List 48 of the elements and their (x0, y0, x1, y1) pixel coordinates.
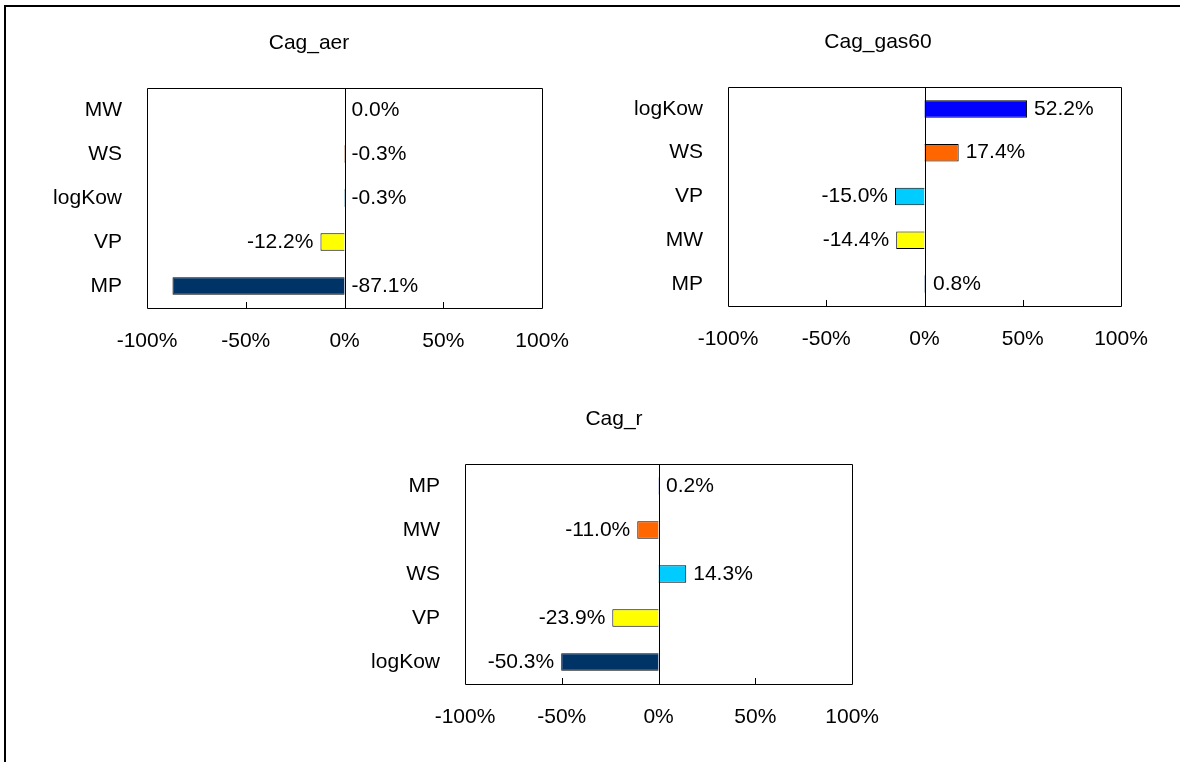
x-tick-label: 100% (515, 328, 569, 352)
y-tick-label: MP (90, 272, 122, 296)
y-tick-label: MW (84, 96, 123, 120)
data-label: -50.3% (487, 648, 555, 672)
y-tick-label: MP (671, 270, 703, 294)
y-tick-label: VP (411, 604, 440, 628)
y-tick-label: VP (674, 183, 703, 207)
data-label: 52.2% (1034, 95, 1094, 119)
data-label: 0.0% (351, 96, 400, 120)
data-label: 17.4% (965, 139, 1026, 163)
data-label: -23.9% (538, 604, 606, 628)
data-label: -11.0% (565, 516, 631, 540)
x-tick-label: 100% (1094, 326, 1148, 350)
y-tick-label: WS (669, 139, 703, 163)
x-tick-label: -50% (221, 328, 271, 352)
data-label: -0.3% (351, 140, 407, 164)
y-tick-label: WS (406, 560, 440, 584)
y-tick-label: MW (665, 227, 704, 251)
chart-title: Cag_aer (268, 30, 350, 54)
y-tick-label: logKow (371, 648, 441, 672)
y-tick-label: MP (408, 472, 440, 496)
data-label: -14.4% (822, 227, 890, 251)
chart-title: Cag_r (585, 406, 643, 430)
data-label: -15.0% (821, 183, 889, 207)
data-label: -12.2% (246, 228, 314, 252)
x-tick-label: -100% (697, 326, 759, 350)
y-tick-label: MW (402, 516, 441, 540)
y-tick-label: logKow (634, 95, 704, 119)
x-tick-label: 0% (329, 328, 360, 352)
data-label: 0.8% (933, 270, 981, 294)
data-label: 0.2% (665, 472, 714, 496)
x-tick-label: 50% (1001, 326, 1044, 350)
data-label: -87.1% (351, 272, 419, 296)
y-tick-label: VP (93, 228, 122, 252)
x-tick-label: 0% (643, 704, 674, 728)
y-tick-label: WS (88, 140, 122, 164)
x-tick-label: -100% (434, 704, 496, 728)
x-tick-label: 0% (909, 326, 940, 350)
data-label: -0.3% (351, 184, 407, 208)
chart-title: Cag_gas60 (824, 29, 932, 53)
x-tick-label: -100% (116, 328, 178, 352)
x-tick-label: 100% (825, 704, 879, 728)
x-tick-label: 50% (734, 704, 777, 728)
y-tick-label: logKow (53, 184, 123, 208)
data-label: 14.3% (693, 560, 753, 584)
x-tick-label: 50% (422, 328, 465, 352)
x-tick-label: -50% (537, 704, 587, 728)
x-tick-label: -50% (801, 326, 851, 350)
